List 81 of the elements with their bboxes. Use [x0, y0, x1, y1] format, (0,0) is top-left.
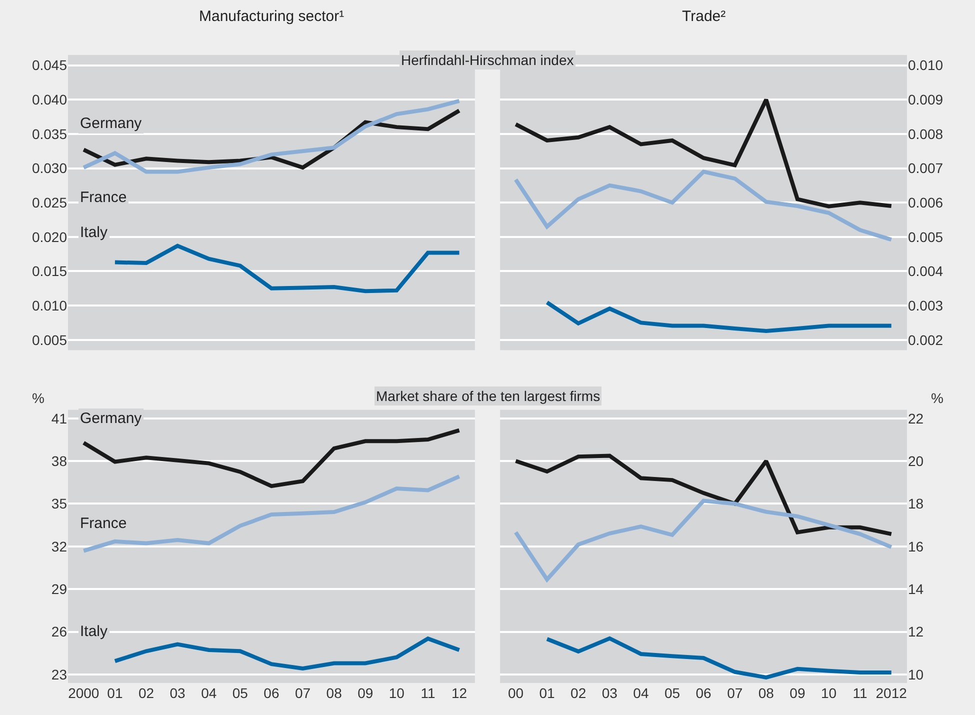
y-tick-label: 18: [908, 496, 924, 512]
series-label: Germany: [80, 410, 142, 427]
line-series: [82, 98, 462, 174]
y-axis-title: %: [931, 390, 944, 406]
x-tick-label: 04: [201, 685, 217, 701]
y-tick-label: 0.002: [908, 332, 944, 348]
line-series: [112, 244, 462, 294]
y-tick-label: 41: [51, 410, 68, 426]
y-tick-label: 14: [908, 580, 924, 597]
line-series: [514, 498, 894, 582]
x-tick-label: 2000: [68, 685, 100, 701]
x-tick-label: 05: [232, 685, 248, 701]
y-tick-label: 0.040: [32, 92, 68, 108]
line-series: [82, 474, 462, 553]
y-tick-label: 0.005: [32, 332, 68, 348]
line-series: [514, 98, 894, 208]
x-tick-label: 03: [602, 685, 618, 701]
x-tick-label: 10: [388, 685, 405, 701]
y-tick-label: 0.010: [32, 297, 68, 314]
y-tick-label: 0.035: [32, 126, 68, 142]
y-tick-label: 0.004: [908, 263, 944, 280]
x-tick-label: 00: [508, 685, 524, 701]
line-series: [514, 454, 894, 536]
y-tick-label: 0.005: [908, 228, 944, 245]
y-tick-label: 0.003: [908, 297, 944, 314]
y-tick-label: 20: [908, 452, 924, 469]
y-tick-label: 26: [51, 624, 68, 640]
y-tick-label: 12: [908, 624, 924, 640]
line-series: [545, 636, 894, 680]
x-tick-label: 2012: [876, 685, 908, 701]
x-tick-label: 07: [294, 685, 311, 701]
chart-title: Manufacturing sector¹: [199, 8, 344, 25]
chart-title: Trade²: [682, 8, 726, 25]
x-tick-label: 03: [170, 685, 186, 701]
series-label: Italy: [80, 224, 108, 241]
y-tick-label: 0.009: [908, 92, 944, 108]
y-tick-label: 0.045: [32, 57, 68, 74]
y-tick-label: 0.015: [32, 263, 68, 280]
line-series: [545, 300, 894, 333]
series-label: Germany: [80, 115, 142, 132]
x-tick-label: 05: [664, 685, 680, 701]
y-tick-label: 0.025: [32, 194, 68, 210]
x-tick-label: 06: [696, 685, 712, 701]
y-tick-label: 0.020: [32, 228, 68, 245]
text: Market share of the ten largest firms: [376, 388, 600, 404]
x-tick-label: 12: [451, 685, 468, 701]
x-tick-label: 07: [727, 685, 743, 701]
y-tick-label: 22: [908, 410, 924, 426]
y-tick-label: 23: [51, 666, 68, 682]
series-label: France: [80, 515, 127, 532]
x-tick-label: 08: [326, 685, 342, 701]
y-tick-label: 32: [51, 538, 68, 554]
x-tick-label: 01: [539, 685, 556, 701]
y-tick-label: 0.030: [32, 160, 68, 176]
x-tick-label: 04: [633, 685, 649, 701]
y-axis-title: %: [32, 390, 44, 406]
y-tick-label: 0.008: [908, 126, 944, 142]
line-series: [514, 170, 894, 242]
series-label: France: [80, 189, 127, 206]
x-tick-label: 01: [107, 685, 123, 701]
y-tick-label: 29: [51, 580, 68, 597]
x-tick-label: 08: [758, 685, 774, 701]
y-tick-label: 16: [908, 538, 924, 554]
y-tick-label: 0.007: [908, 160, 944, 176]
x-tick-label: 02: [570, 685, 586, 701]
x-tick-label: 10: [820, 685, 837, 701]
x-tick-label: 11: [420, 685, 436, 701]
x-tick-label: 11: [852, 685, 868, 701]
x-tick-label: 06: [264, 685, 280, 701]
y-tick-label: 0.006: [908, 194, 944, 210]
line-series: [82, 428, 462, 488]
x-tick-label: 09: [790, 685, 806, 701]
x-tick-label: 02: [138, 685, 154, 701]
series-label: Italy: [80, 623, 108, 640]
y-tick-label: 35: [51, 496, 68, 512]
y-tick-label: 38: [51, 452, 68, 469]
y-tick-label: 10: [908, 666, 924, 682]
x-tick-label: 09: [358, 685, 374, 701]
annotation: Herfindahl-Hirschman index: [401, 52, 574, 68]
line-series: [112, 636, 462, 670]
y-tick-label: 0.010: [908, 57, 944, 74]
